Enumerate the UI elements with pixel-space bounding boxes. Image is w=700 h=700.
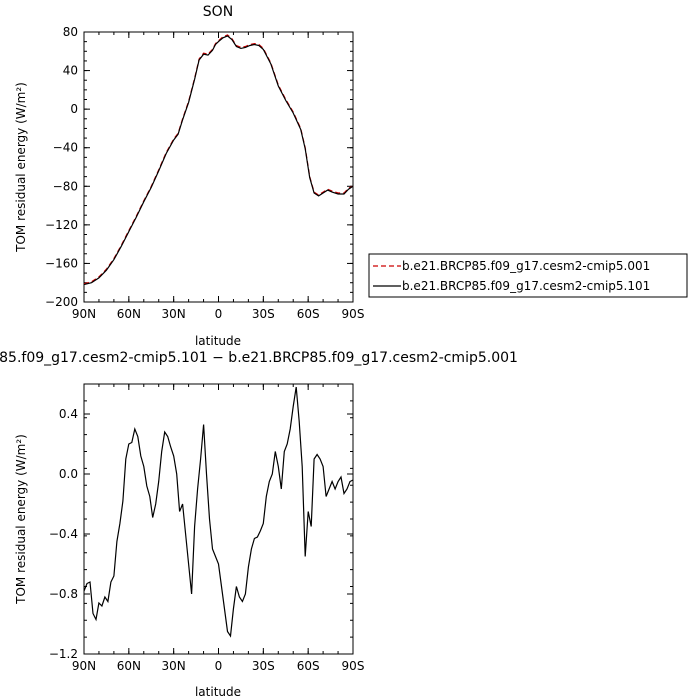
y-tick-label: 0.0	[59, 467, 78, 481]
y-tick-label: 80	[63, 25, 78, 39]
x-tick-label: 90S	[342, 659, 365, 673]
legend-box	[368, 253, 688, 298]
top-chart-title: SON	[203, 4, 233, 20]
top-y-ticks: −200 −160 −120 −80 −40 0 40 80	[45, 25, 353, 309]
bottom-chart-title: b.e21.BRCP85.f09_g17.cesm2-cmip5.101 − b…	[0, 350, 518, 366]
x-tick-label: 60S	[297, 307, 320, 321]
x-tick-label: 90N	[72, 307, 96, 321]
bottom-x-ticks: 90N 60N 30N 0 30S 60S 90S	[72, 384, 365, 673]
x-tick-label: 60N	[117, 307, 141, 321]
series-line-2	[83, 35, 354, 286]
x-tick-label: 30S	[252, 659, 275, 673]
y-tick-label: 40	[63, 64, 78, 78]
y-tick-label: −120	[45, 218, 78, 232]
y-tick-label: −160	[45, 256, 78, 270]
x-tick-label: 30S	[252, 307, 275, 321]
series-line-1	[83, 386, 354, 638]
bottom-y-axis-label: TOM residual energy (W/m²)	[14, 434, 28, 605]
top-x-ticks: 90N 60N 30N 0 30S 60S 90S	[72, 32, 365, 321]
y-tick-label: 0.4	[59, 407, 78, 421]
x-tick-label: 30N	[162, 307, 186, 321]
top-panel: SON −200 −160 −120 −80 −40 0 40 80 90N 60N 30N 0 30…	[14, 4, 364, 348]
x-tick-label: 60S	[297, 659, 320, 673]
top-series	[83, 34, 354, 286]
x-tick-label: 30N	[162, 659, 186, 673]
top-plot-frame	[83, 31, 354, 303]
legend: b.e21.BRCP85.f09_g17.cesm2-cmip5.001 b.e…	[368, 253, 688, 298]
y-tick-label: −0.8	[49, 587, 78, 601]
top-y-axis-label: TOM residual energy (W/m²)	[14, 82, 28, 253]
bottom-y-ticks: −1.2 −0.8 −0.4 0.0 0.4	[49, 383, 353, 661]
y-tick-label: −1.2	[49, 647, 78, 661]
bottom-panel: b.e21.BRCP85.f09_g17.cesm2-cmip5.101 − b…	[0, 350, 518, 699]
x-tick-label: 0	[215, 659, 223, 673]
series-line-1	[83, 34, 354, 285]
x-tick-label: 0	[215, 307, 223, 321]
y-tick-label: −80	[53, 179, 78, 193]
bottom-x-axis-label: latitude	[195, 685, 241, 699]
x-tick-label: 90S	[342, 307, 365, 321]
legend-label-series-1: b.e21.BRCP85.f09_g17.cesm2-cmip5.001	[402, 259, 650, 273]
x-tick-label: 60N	[117, 659, 141, 673]
x-tick-label: 90N	[72, 659, 96, 673]
y-tick-label: −40	[53, 141, 78, 155]
y-tick-label: 0	[70, 102, 78, 116]
top-x-axis-label: latitude	[195, 334, 241, 348]
y-tick-label: −0.4	[49, 527, 78, 541]
bottom-plot-frame	[83, 383, 354, 655]
legend-label-series-2: b.e21.BRCP85.f09_g17.cesm2-cmip5.101	[402, 279, 650, 293]
bottom-series	[83, 386, 354, 638]
y-tick-label: −200	[45, 295, 78, 309]
